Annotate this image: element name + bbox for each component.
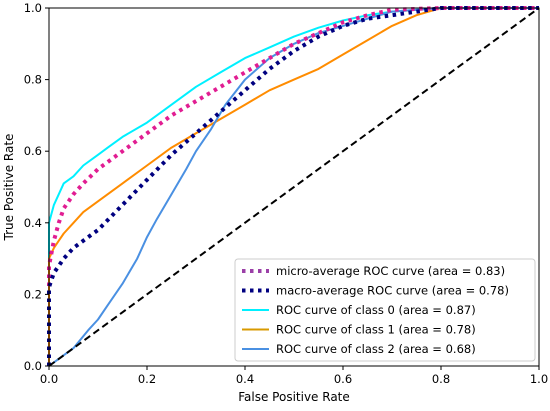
legend-label: micro-average ROC curve (area = 0.83) <box>276 264 505 278</box>
x-axis-label: False Positive Rate <box>238 390 350 404</box>
x-axis: 0.0 0.2 0.4 0.6 0.8 1.0 <box>40 366 548 386</box>
y-tick-label: 0.8 <box>24 73 42 87</box>
y-tick-label: 1.0 <box>24 1 42 15</box>
roc-series-line-4 <box>47 6 539 366</box>
roc-series-line-3 <box>47 6 539 366</box>
roc-series-line-0 <box>48 7 539 366</box>
x-tick-label: 0.4 <box>236 372 254 386</box>
x-tick-label: 1.0 <box>530 372 548 386</box>
chance-diagonal-line <box>48 7 540 367</box>
y-axis-label: True Positive Rate <box>2 134 16 242</box>
y-tick-label: 0.4 <box>24 216 42 230</box>
legend-label: macro-average ROC curve (area = 0.78) <box>276 284 509 298</box>
y-axis: 0.0 0.2 0.4 0.6 0.8 1.0 <box>24 1 49 373</box>
legend-box <box>234 258 536 362</box>
roc-series-line-1 <box>48 7 539 366</box>
legend-label: ROC curve of class 2 (area = 0.68) <box>276 342 476 356</box>
curves-group <box>47 6 540 367</box>
x-tick-label: 0.8 <box>432 372 450 386</box>
y-tick-label: 0.2 <box>24 287 42 301</box>
x-tick-label: 0.2 <box>138 372 156 386</box>
legend-label: ROC curve of class 1 (area = 0.78) <box>276 323 476 337</box>
y-tick-label: 0.6 <box>24 144 42 158</box>
x-tick-label: 0.0 <box>40 372 58 386</box>
legend-label: ROC curve of class 0 (area = 0.87) <box>276 303 476 317</box>
plot-frame <box>48 7 540 367</box>
legend: micro-average ROC curve (area = 0.83) mac… <box>234 258 536 362</box>
y-tick-label: 0.0 <box>24 359 42 373</box>
roc-series-line-2 <box>48 7 539 367</box>
x-tick-label: 0.6 <box>334 372 352 386</box>
